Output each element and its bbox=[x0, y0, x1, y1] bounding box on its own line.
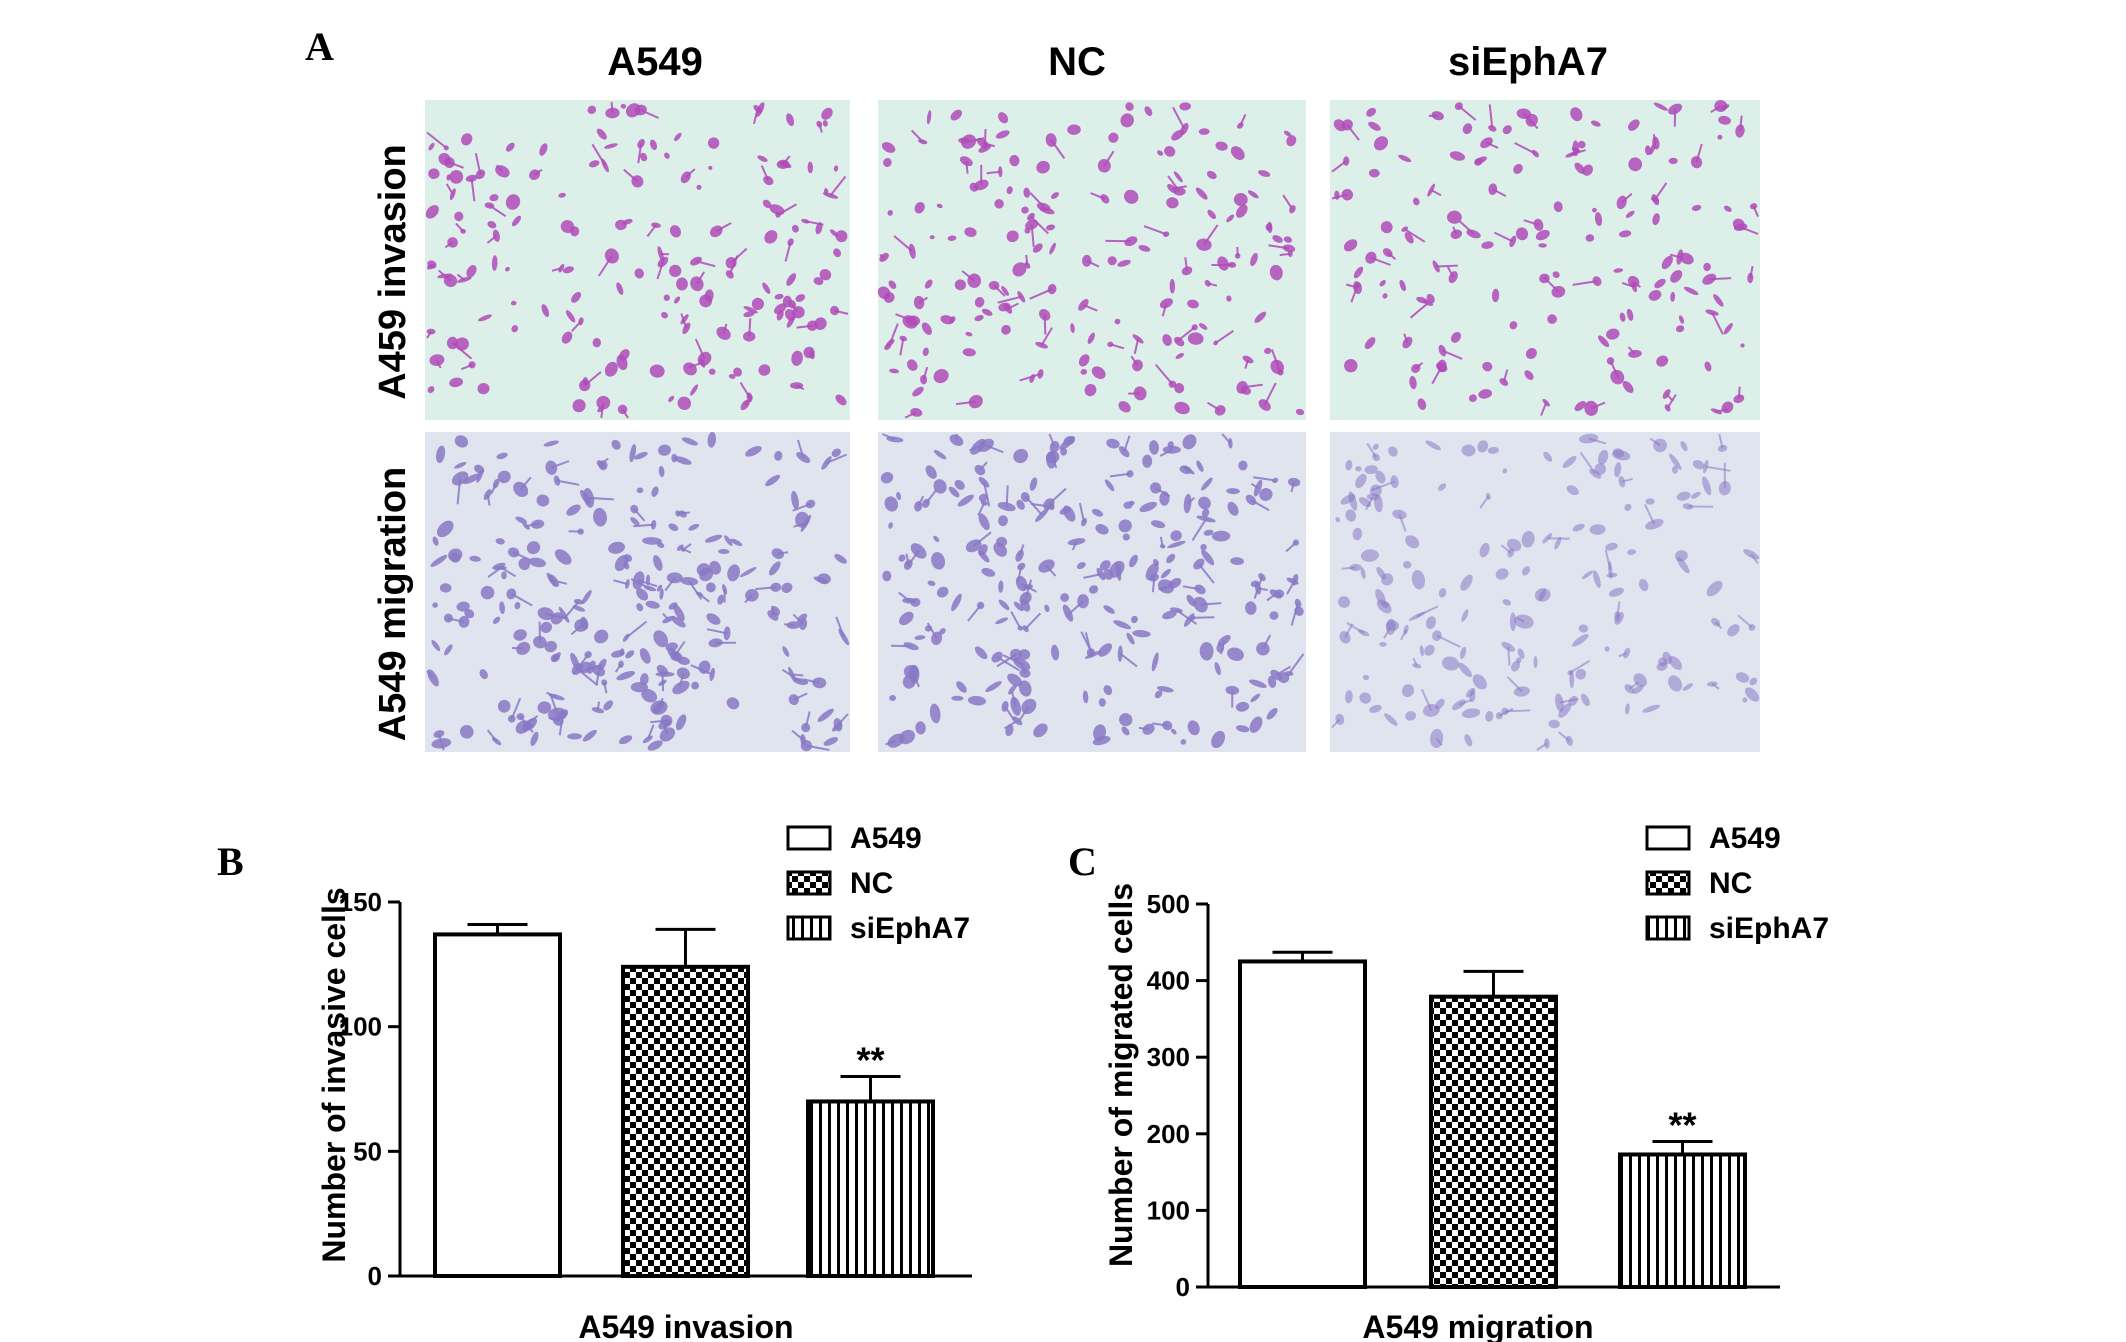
bar-a549 bbox=[1238, 959, 1367, 1289]
panel-letter-a: A bbox=[305, 24, 334, 69]
panel-b-invasion-chart: B 0 50 100 150 ** A549 invasion Number of invas… bbox=[217, 822, 972, 1342]
row-label-invasion: A459 invasion bbox=[372, 144, 414, 400]
panel-letter-c: C bbox=[1068, 839, 1097, 884]
y-tick-label: 0 bbox=[1176, 1272, 1190, 1302]
bar-a549 bbox=[433, 932, 562, 1278]
x-axis-title: A549 invasion bbox=[578, 1309, 793, 1342]
micrograph-invasion-nc bbox=[877, 100, 1306, 420]
micrograph-migration-a549 bbox=[425, 431, 850, 752]
y-tick-label: 100 bbox=[1147, 1195, 1190, 1225]
panel-c-migration-chart: C 0 100 200 300 400 500 ** A549 migration Number … bbox=[1068, 822, 1829, 1342]
y-tick-label: 50 bbox=[353, 1136, 382, 1166]
legend-label-siepha7: siEphA7 bbox=[1709, 912, 1829, 945]
legend-swatch-siepha7 bbox=[1645, 915, 1691, 941]
y-axis-title: Number of migrated cells bbox=[1103, 883, 1139, 1267]
panel-a-micrographs: A A549 NC siEphA7 A459 invasion A549 mig… bbox=[305, 24, 1760, 752]
bar-siepha7 bbox=[1618, 1152, 1747, 1290]
micrograph-migration-siepha7 bbox=[1330, 432, 1760, 752]
legend-label-nc: NC bbox=[850, 867, 893, 900]
y-tick-label: 500 bbox=[1147, 889, 1190, 919]
legend-swatch-siepha7 bbox=[786, 915, 832, 941]
legend-label-siepha7: siEphA7 bbox=[850, 912, 970, 945]
column-label-siepha7: siEphA7 bbox=[1448, 40, 1608, 84]
legend-swatch-nc bbox=[786, 870, 832, 896]
row-label-migration: A549 migration bbox=[372, 467, 414, 742]
significance-marker-siepha7: ** bbox=[1668, 1104, 1696, 1145]
y-tick-label: 0 bbox=[368, 1261, 382, 1291]
column-label-nc: NC bbox=[1048, 40, 1106, 84]
micrograph-invasion-siepha7 bbox=[1330, 99, 1760, 420]
panel-letter-b: B bbox=[217, 839, 244, 884]
legend-label-nc: NC bbox=[1709, 867, 1752, 900]
y-tick-label: 300 bbox=[1147, 1042, 1190, 1072]
micrograph-invasion-a549 bbox=[425, 100, 850, 420]
bar-nc bbox=[1429, 994, 1558, 1289]
significance-marker-siepha7: ** bbox=[856, 1040, 884, 1081]
bar-siepha7 bbox=[806, 1099, 935, 1279]
y-axis-title: Number of invasive cells bbox=[316, 887, 352, 1262]
x-axis-title: A549 migration bbox=[1362, 1309, 1593, 1342]
y-tick-label: 400 bbox=[1147, 966, 1190, 996]
legend-label-a549: A549 bbox=[850, 822, 922, 855]
micrograph-migration-nc bbox=[878, 432, 1306, 752]
y-tick-label: 200 bbox=[1147, 1119, 1190, 1149]
legend-swatch-nc bbox=[1645, 870, 1691, 896]
legend-label-a549: A549 bbox=[1709, 822, 1781, 855]
legend-swatch-a549 bbox=[1645, 825, 1691, 851]
legend-swatch-a549 bbox=[786, 825, 832, 851]
bar-nc bbox=[621, 964, 750, 1278]
y-tick-label: 150 bbox=[339, 887, 382, 917]
y-tick-label: 100 bbox=[339, 1012, 382, 1042]
column-label-a549: A549 bbox=[607, 40, 703, 84]
